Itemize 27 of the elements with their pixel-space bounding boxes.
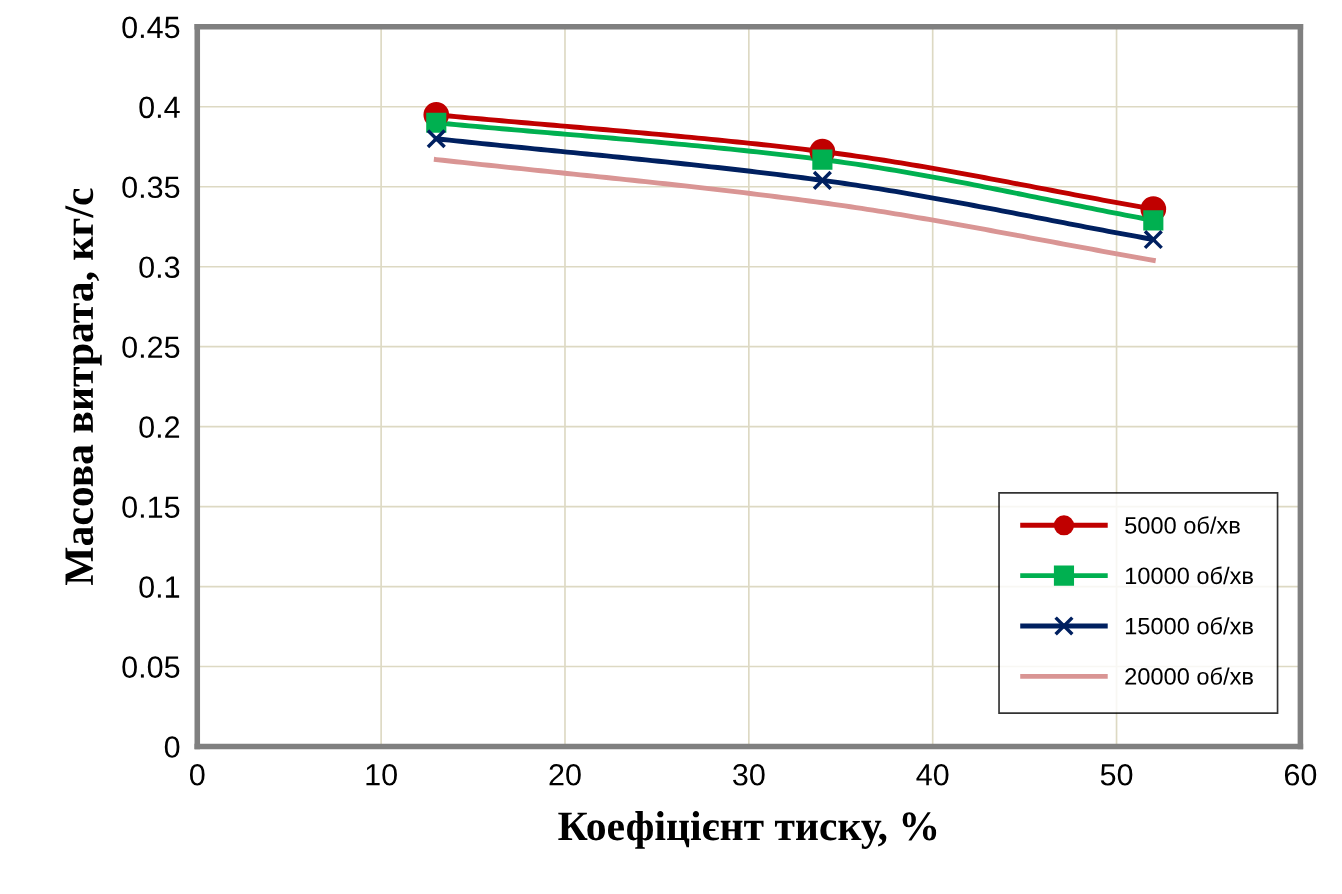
point	[812, 170, 833, 191]
y-tick-label: 0.1	[139, 576, 180, 598]
y-tick-label: 0.4	[139, 96, 180, 119]
legend-label: 20000 об/хв	[1125, 667, 1253, 685]
x-tick-label: 30	[733, 763, 765, 786]
point	[1143, 210, 1164, 231]
point	[1143, 229, 1164, 250]
legend-label: 15000 об/хв	[1125, 616, 1253, 635]
y-tick-label: 0.35	[122, 176, 180, 199]
y-tick-label: 0	[164, 736, 180, 758]
x-axis-title: Коефіцієнт тиску, %	[558, 811, 937, 849]
x-tick-label: 0	[189, 763, 205, 786]
y-tick-label: 0.2	[139, 416, 180, 439]
y-tick-label: 0.05	[122, 656, 180, 678]
y-axis-title: Масова витрата, кг/с	[65, 188, 102, 586]
point	[426, 128, 447, 149]
x-tick-label: 50	[1100, 763, 1133, 786]
legend-label: 10000 об/хв	[1125, 566, 1253, 585]
y-tick-label: 0.45	[122, 16, 180, 39]
y-tick-label: 0.25	[122, 336, 180, 359]
legend-label: 5000 об/хв	[1125, 516, 1240, 534]
x-tick-label: 60	[1284, 763, 1317, 786]
x-tick-label: 40	[916, 763, 949, 786]
y-tick-label: 0.3	[139, 256, 180, 279]
x-tick-label: 10	[366, 763, 397, 786]
x-tick-label: 20	[549, 763, 581, 786]
y-tick-label: 0.15	[122, 496, 180, 518]
